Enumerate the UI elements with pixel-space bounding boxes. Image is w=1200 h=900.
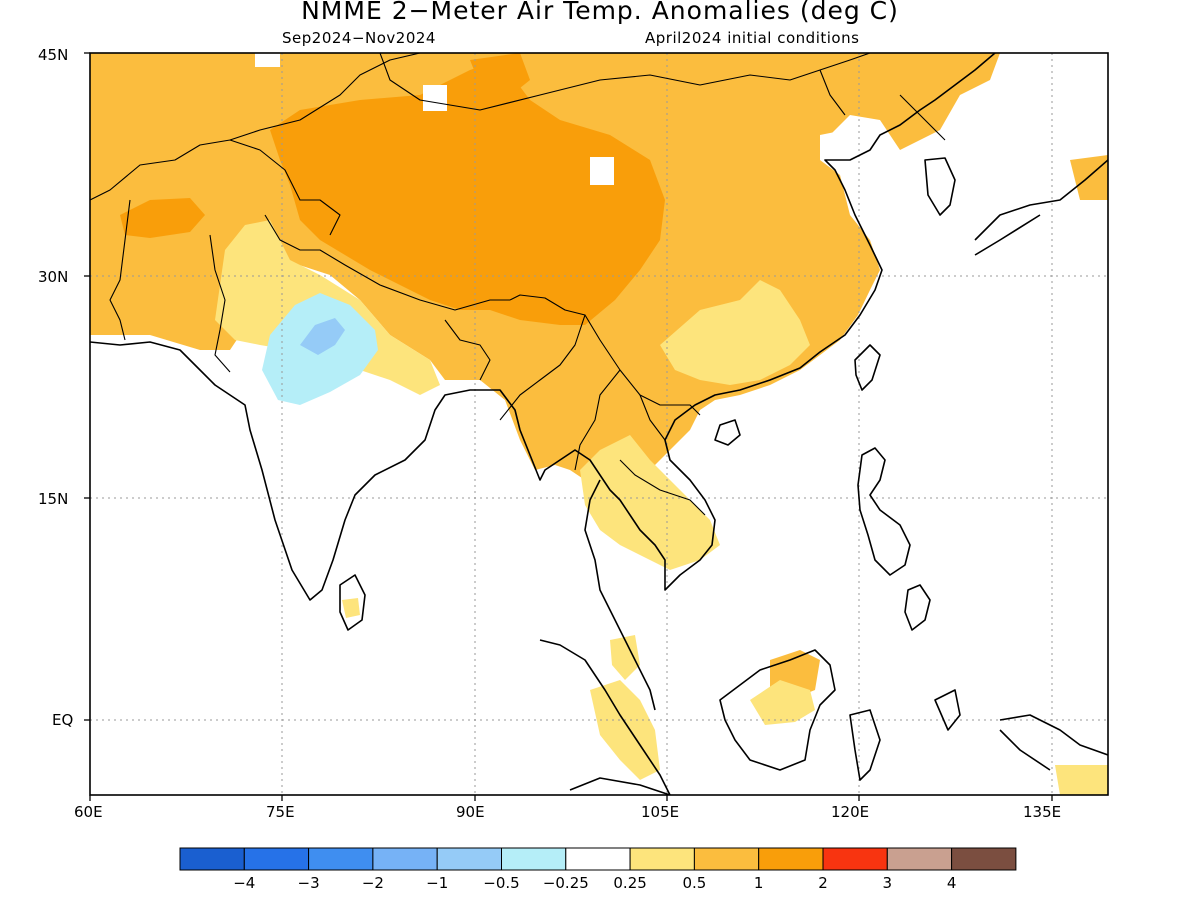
anomaly-region-0.25-0.5-sumatra	[590, 680, 660, 780]
colorbar-swatch	[693, 847, 760, 871]
map-frame	[89, 52, 1109, 796]
lat-lon-grid	[90, 53, 1108, 795]
colorbar-swatch	[822, 847, 888, 871]
colorbar-swatch	[308, 847, 374, 871]
lon-label-105e: 105E	[641, 803, 680, 821]
lon-label-60e: 60E	[74, 803, 103, 821]
lat-label-eq: EQ	[52, 711, 74, 729]
lon-label-120e: 120E	[831, 803, 870, 821]
no-data-cell	[423, 85, 447, 111]
anomaly-region-1-2-west	[120, 198, 205, 238]
colorbar-swatch	[629, 847, 695, 871]
colorbar	[179, 847, 1017, 871]
anomaly-region-neg-0.5	[300, 318, 345, 355]
colorbar-swatch	[565, 847, 631, 871]
colorbar-label: 1	[754, 874, 764, 892]
colorbar-label: 4	[947, 874, 957, 892]
lon-label-90e: 90E	[456, 803, 485, 821]
colorbar-swatch	[243, 847, 310, 871]
country-borders	[90, 53, 946, 516]
anomaly-region-0.25-0.5-malaya	[610, 635, 640, 680]
map-plot-area	[90, 53, 1108, 795]
colorbar-swatch	[372, 847, 438, 871]
coastlines	[90, 53, 1108, 795]
colorbar-label: −3	[298, 874, 320, 892]
lat-label-45n: 45N	[38, 46, 69, 64]
colorbar-label: −1	[426, 874, 448, 892]
colorbar-swatch	[886, 847, 953, 871]
lon-label-75e: 75E	[266, 803, 295, 821]
colorbar-label: −4	[233, 874, 255, 892]
anomaly-region-1-2-tibet	[270, 60, 665, 325]
no-data-cell	[255, 53, 280, 67]
colorbar-swatch	[951, 847, 1017, 871]
colorbar-label: −0.25	[543, 874, 589, 892]
anomaly-region-0.25-0.5-southeast-asia	[580, 435, 720, 570]
lon-label-135e: 135E	[1023, 803, 1062, 821]
colorbar-label: −0.5	[483, 874, 519, 892]
colorbar-swatch	[436, 847, 503, 871]
axis-ticks	[84, 52, 1053, 801]
colorbar-label: 2	[818, 874, 828, 892]
anomaly-region-0.25-0.5-south-china	[660, 280, 810, 385]
no-data-coastal-korea	[830, 115, 965, 215]
colorbar-swatch	[501, 847, 567, 871]
chart-title: NMME 2−Meter Air Temp. Anomalies (deg C)	[301, 0, 899, 25]
anomaly-region-0.25-0.5-new-guinea	[1055, 765, 1108, 795]
initial-conditions: April2024 initial conditions	[645, 29, 860, 47]
colorbar-labels: −4 −3 −2 −1 −0.5 −0.25 0.25 0.5 1 2 3 4	[233, 874, 956, 892]
lat-label-15n: 15N	[38, 490, 69, 508]
colorbar-swatch	[758, 847, 824, 871]
anomaly-region-0.25-0.5-borneo	[750, 680, 815, 725]
lat-label-30n: 30N	[38, 268, 69, 286]
colorbar-swatch	[179, 847, 245, 871]
no-data-cell	[590, 157, 614, 185]
colorbar-label: 0.25	[613, 874, 646, 892]
forecast-period: Sep2024−Nov2024	[282, 29, 436, 47]
anomaly-region-1-2-north	[470, 53, 530, 100]
colorbar-label: 3	[883, 874, 893, 892]
colorbar-label: −2	[362, 874, 384, 892]
anomaly-patch-srilanka	[342, 598, 360, 618]
colorbar-label: 0.5	[682, 874, 706, 892]
